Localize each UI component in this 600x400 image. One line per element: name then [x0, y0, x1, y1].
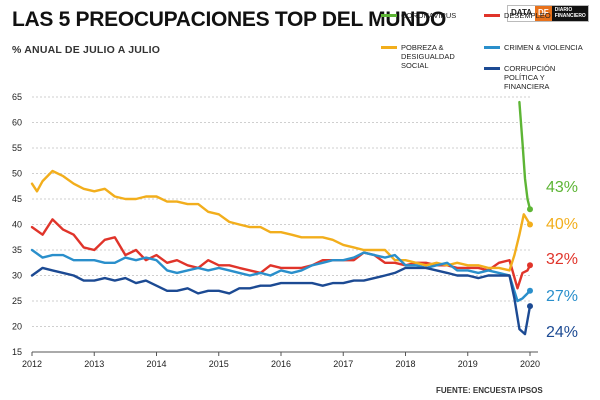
y-tick-label: 45: [12, 194, 22, 204]
x-tick-label: 2014: [146, 359, 166, 369]
end-label-pobreza: 40%: [546, 216, 578, 233]
y-tick-label: 20: [12, 322, 22, 332]
legend-swatch-desempleo: [484, 14, 500, 17]
end-label-coronavirus: 43%: [546, 179, 578, 196]
end-label-corrupcion: 24%: [546, 324, 578, 341]
legend-swatch-crimen: [484, 46, 500, 49]
y-tick-label: 65: [12, 92, 22, 102]
logo-diario-text: DIARIO FINANCIERO: [551, 6, 588, 21]
series-end-dot-coronavirus: [527, 206, 533, 213]
x-tick-label: 2013: [84, 359, 104, 369]
x-tick-label: 2020: [520, 359, 540, 369]
series-line-desempleo: [30, 218, 532, 290]
x-tick-label: 2015: [209, 359, 229, 369]
x-tick-label: 2012: [22, 359, 42, 369]
end-label-crimen: 27%: [546, 288, 578, 305]
source-note: FUENTE: ENCUESTA IPSOS: [436, 386, 543, 395]
y-tick-label: 40: [12, 220, 22, 230]
logo-data-text: DATA: [508, 6, 536, 21]
brand-logo: DATA DF DIARIO FINANCIERO: [507, 5, 589, 22]
legend-label-corrupcion: CORRUPCIÓN POLÍTICA Y FINANCIERA: [504, 64, 556, 91]
logo-df-text: DF: [535, 6, 552, 21]
series-line-pobreza: [30, 169, 532, 272]
chart-title: LAS 5 PREOCUPACIONES TOP DEL MUNDO: [12, 8, 446, 31]
legend-swatch-coronavirus: [381, 14, 397, 17]
series-line-crimen: [30, 248, 532, 303]
y-tick-label: 35: [12, 245, 22, 255]
series-end-dot-pobreza: [527, 221, 533, 228]
series-end-dot-desempleo: [527, 262, 533, 269]
legend-label-coronavirus: CORONAVIRUS: [401, 11, 457, 20]
y-tick-label: 60: [12, 118, 22, 128]
x-tick-label: 2017: [333, 359, 353, 369]
y-tick-label: 15: [12, 347, 22, 357]
y-tick-label: 30: [12, 271, 22, 281]
y-tick-label: 25: [12, 296, 22, 306]
chart-subtitle: % ANUAL DE JULIO A JULIO: [12, 44, 161, 56]
y-tick-label: 50: [12, 169, 22, 179]
legend-swatch-pobreza: [381, 46, 397, 49]
x-tick-label: 2018: [395, 359, 415, 369]
x-tick-label: 2019: [458, 359, 478, 369]
end-label-desempleo: 32%: [546, 251, 578, 268]
legend-label-crimen: CRIMEN & VIOLENCIA: [504, 43, 583, 52]
series-end-dot-corrupcion: [527, 303, 533, 310]
legend-label-desempleo: DESEMPLEO: [504, 11, 551, 20]
series-line-coronavirus: [518, 100, 532, 211]
legend-swatch-corrupcion: [484, 67, 500, 70]
legend-label-pobreza: POBREZA & DESIGUALDAD SOCIAL: [401, 43, 455, 70]
series-end-dot-crimen: [527, 287, 533, 294]
series-line-corrupcion: [30, 266, 532, 336]
y-tick-label: 55: [12, 143, 22, 153]
x-tick-label: 2016: [271, 359, 291, 369]
